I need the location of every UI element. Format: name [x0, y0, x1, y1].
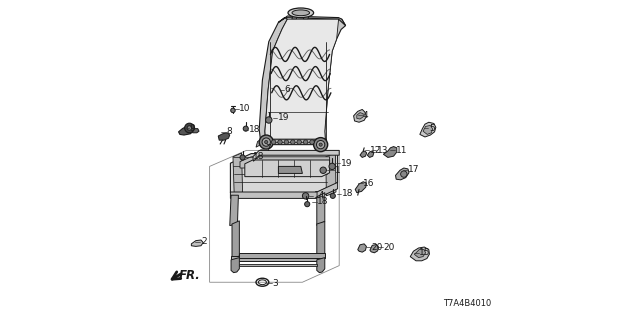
Polygon shape — [240, 157, 330, 168]
Text: 9: 9 — [189, 124, 195, 132]
Circle shape — [231, 108, 236, 113]
Text: 18: 18 — [317, 197, 329, 206]
Polygon shape — [317, 193, 325, 226]
Text: 15: 15 — [419, 248, 431, 257]
Polygon shape — [358, 244, 366, 252]
Text: 4: 4 — [362, 111, 368, 120]
Circle shape — [305, 202, 310, 207]
Circle shape — [314, 138, 328, 152]
Polygon shape — [354, 109, 366, 122]
Circle shape — [243, 126, 248, 131]
Polygon shape — [292, 13, 298, 19]
Polygon shape — [303, 13, 310, 19]
Polygon shape — [232, 221, 239, 259]
Circle shape — [240, 155, 245, 160]
Polygon shape — [420, 122, 436, 137]
Polygon shape — [239, 253, 325, 258]
Text: 19: 19 — [278, 113, 289, 122]
Text: 19: 19 — [340, 159, 352, 168]
Text: 2: 2 — [201, 237, 207, 246]
Polygon shape — [231, 258, 239, 273]
Text: 18: 18 — [249, 125, 260, 134]
Polygon shape — [230, 154, 338, 193]
Polygon shape — [396, 168, 409, 180]
Polygon shape — [370, 244, 379, 253]
Text: 12: 12 — [370, 146, 381, 155]
Circle shape — [265, 140, 268, 144]
Polygon shape — [415, 250, 426, 258]
Polygon shape — [357, 113, 364, 119]
Polygon shape — [179, 125, 194, 135]
Text: 11: 11 — [396, 146, 407, 155]
Circle shape — [259, 135, 273, 149]
Text: 18: 18 — [253, 152, 265, 161]
Circle shape — [401, 171, 407, 177]
Polygon shape — [383, 147, 397, 157]
Polygon shape — [423, 125, 433, 134]
Text: 5: 5 — [429, 124, 435, 132]
Text: 20: 20 — [371, 243, 383, 252]
Text: 6: 6 — [285, 85, 291, 94]
Polygon shape — [253, 150, 339, 161]
Circle shape — [271, 140, 276, 144]
Text: 10: 10 — [239, 104, 251, 113]
Circle shape — [329, 163, 335, 170]
Polygon shape — [191, 240, 204, 246]
Polygon shape — [265, 19, 339, 142]
Polygon shape — [278, 166, 302, 173]
Circle shape — [319, 143, 323, 146]
Text: 1: 1 — [335, 166, 341, 175]
Circle shape — [330, 193, 335, 198]
Text: 3: 3 — [273, 279, 278, 288]
Text: 13: 13 — [377, 146, 388, 155]
Circle shape — [262, 138, 271, 146]
Polygon shape — [218, 133, 230, 140]
Circle shape — [278, 140, 282, 144]
Circle shape — [320, 167, 326, 173]
Circle shape — [297, 140, 301, 144]
Text: FR.: FR. — [179, 269, 200, 282]
Circle shape — [266, 117, 272, 123]
Polygon shape — [259, 18, 287, 142]
Polygon shape — [256, 139, 262, 147]
Ellipse shape — [288, 8, 314, 18]
Ellipse shape — [292, 10, 310, 16]
Polygon shape — [317, 258, 325, 273]
Text: 8: 8 — [227, 127, 232, 136]
Circle shape — [284, 140, 289, 144]
Polygon shape — [239, 264, 317, 266]
Circle shape — [316, 140, 325, 149]
Text: 17: 17 — [408, 165, 419, 174]
Polygon shape — [261, 139, 326, 145]
Text: 20: 20 — [383, 243, 395, 252]
Circle shape — [310, 140, 314, 144]
Polygon shape — [230, 182, 338, 198]
Text: 7: 7 — [265, 144, 271, 153]
Text: 16: 16 — [364, 179, 374, 188]
Text: 18: 18 — [342, 189, 353, 198]
Polygon shape — [317, 221, 325, 256]
Text: T7A4B4010: T7A4B4010 — [443, 299, 492, 308]
Polygon shape — [231, 256, 317, 261]
Polygon shape — [245, 160, 330, 177]
Circle shape — [291, 140, 295, 144]
Polygon shape — [360, 151, 367, 157]
Text: 14: 14 — [314, 191, 325, 200]
Polygon shape — [355, 182, 366, 193]
Polygon shape — [367, 151, 374, 157]
Circle shape — [187, 126, 192, 130]
Circle shape — [184, 123, 195, 133]
Polygon shape — [410, 247, 429, 261]
Polygon shape — [233, 153, 243, 196]
Circle shape — [303, 140, 308, 144]
Polygon shape — [193, 129, 199, 133]
Circle shape — [303, 193, 309, 199]
Polygon shape — [278, 16, 346, 26]
Polygon shape — [230, 195, 239, 226]
Polygon shape — [326, 153, 336, 196]
Polygon shape — [319, 19, 346, 145]
